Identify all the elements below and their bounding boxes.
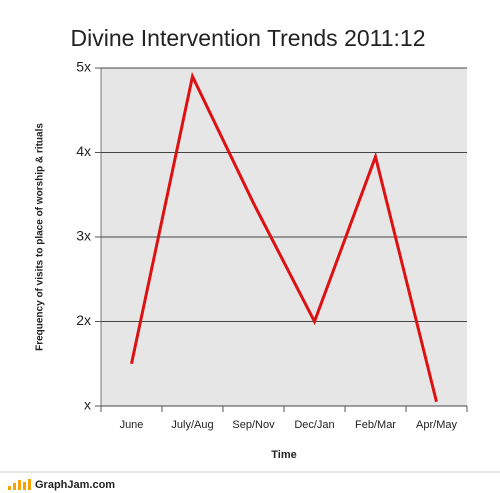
- x-tick-label: July/Aug: [171, 419, 213, 431]
- y-axis-title: Frequency of visits to place of worship …: [35, 123, 46, 351]
- x-axis-title: Time: [271, 449, 296, 461]
- footer-text: GraphJam.com: [35, 479, 115, 491]
- x-tick-label: June: [120, 419, 144, 431]
- y-tick-label: 2x: [76, 312, 91, 328]
- chart-title: Divine Intervention Trends 2011:12: [70, 25, 425, 51]
- y-tick-label: 4x: [76, 143, 91, 159]
- x-tick-label: Dec/Jan: [294, 419, 334, 431]
- y-tick-label: x: [84, 397, 91, 413]
- data-line: [130, 71, 438, 403]
- footer-logo: [8, 479, 31, 490]
- x-tick-label: Apr/May: [416, 419, 457, 431]
- y-tick-label: 3x: [76, 228, 91, 244]
- x-tick-label: Feb/Mar: [355, 419, 396, 431]
- y-tick-label: 5x: [76, 59, 91, 75]
- x-tick-label: Sep/Nov: [232, 419, 275, 431]
